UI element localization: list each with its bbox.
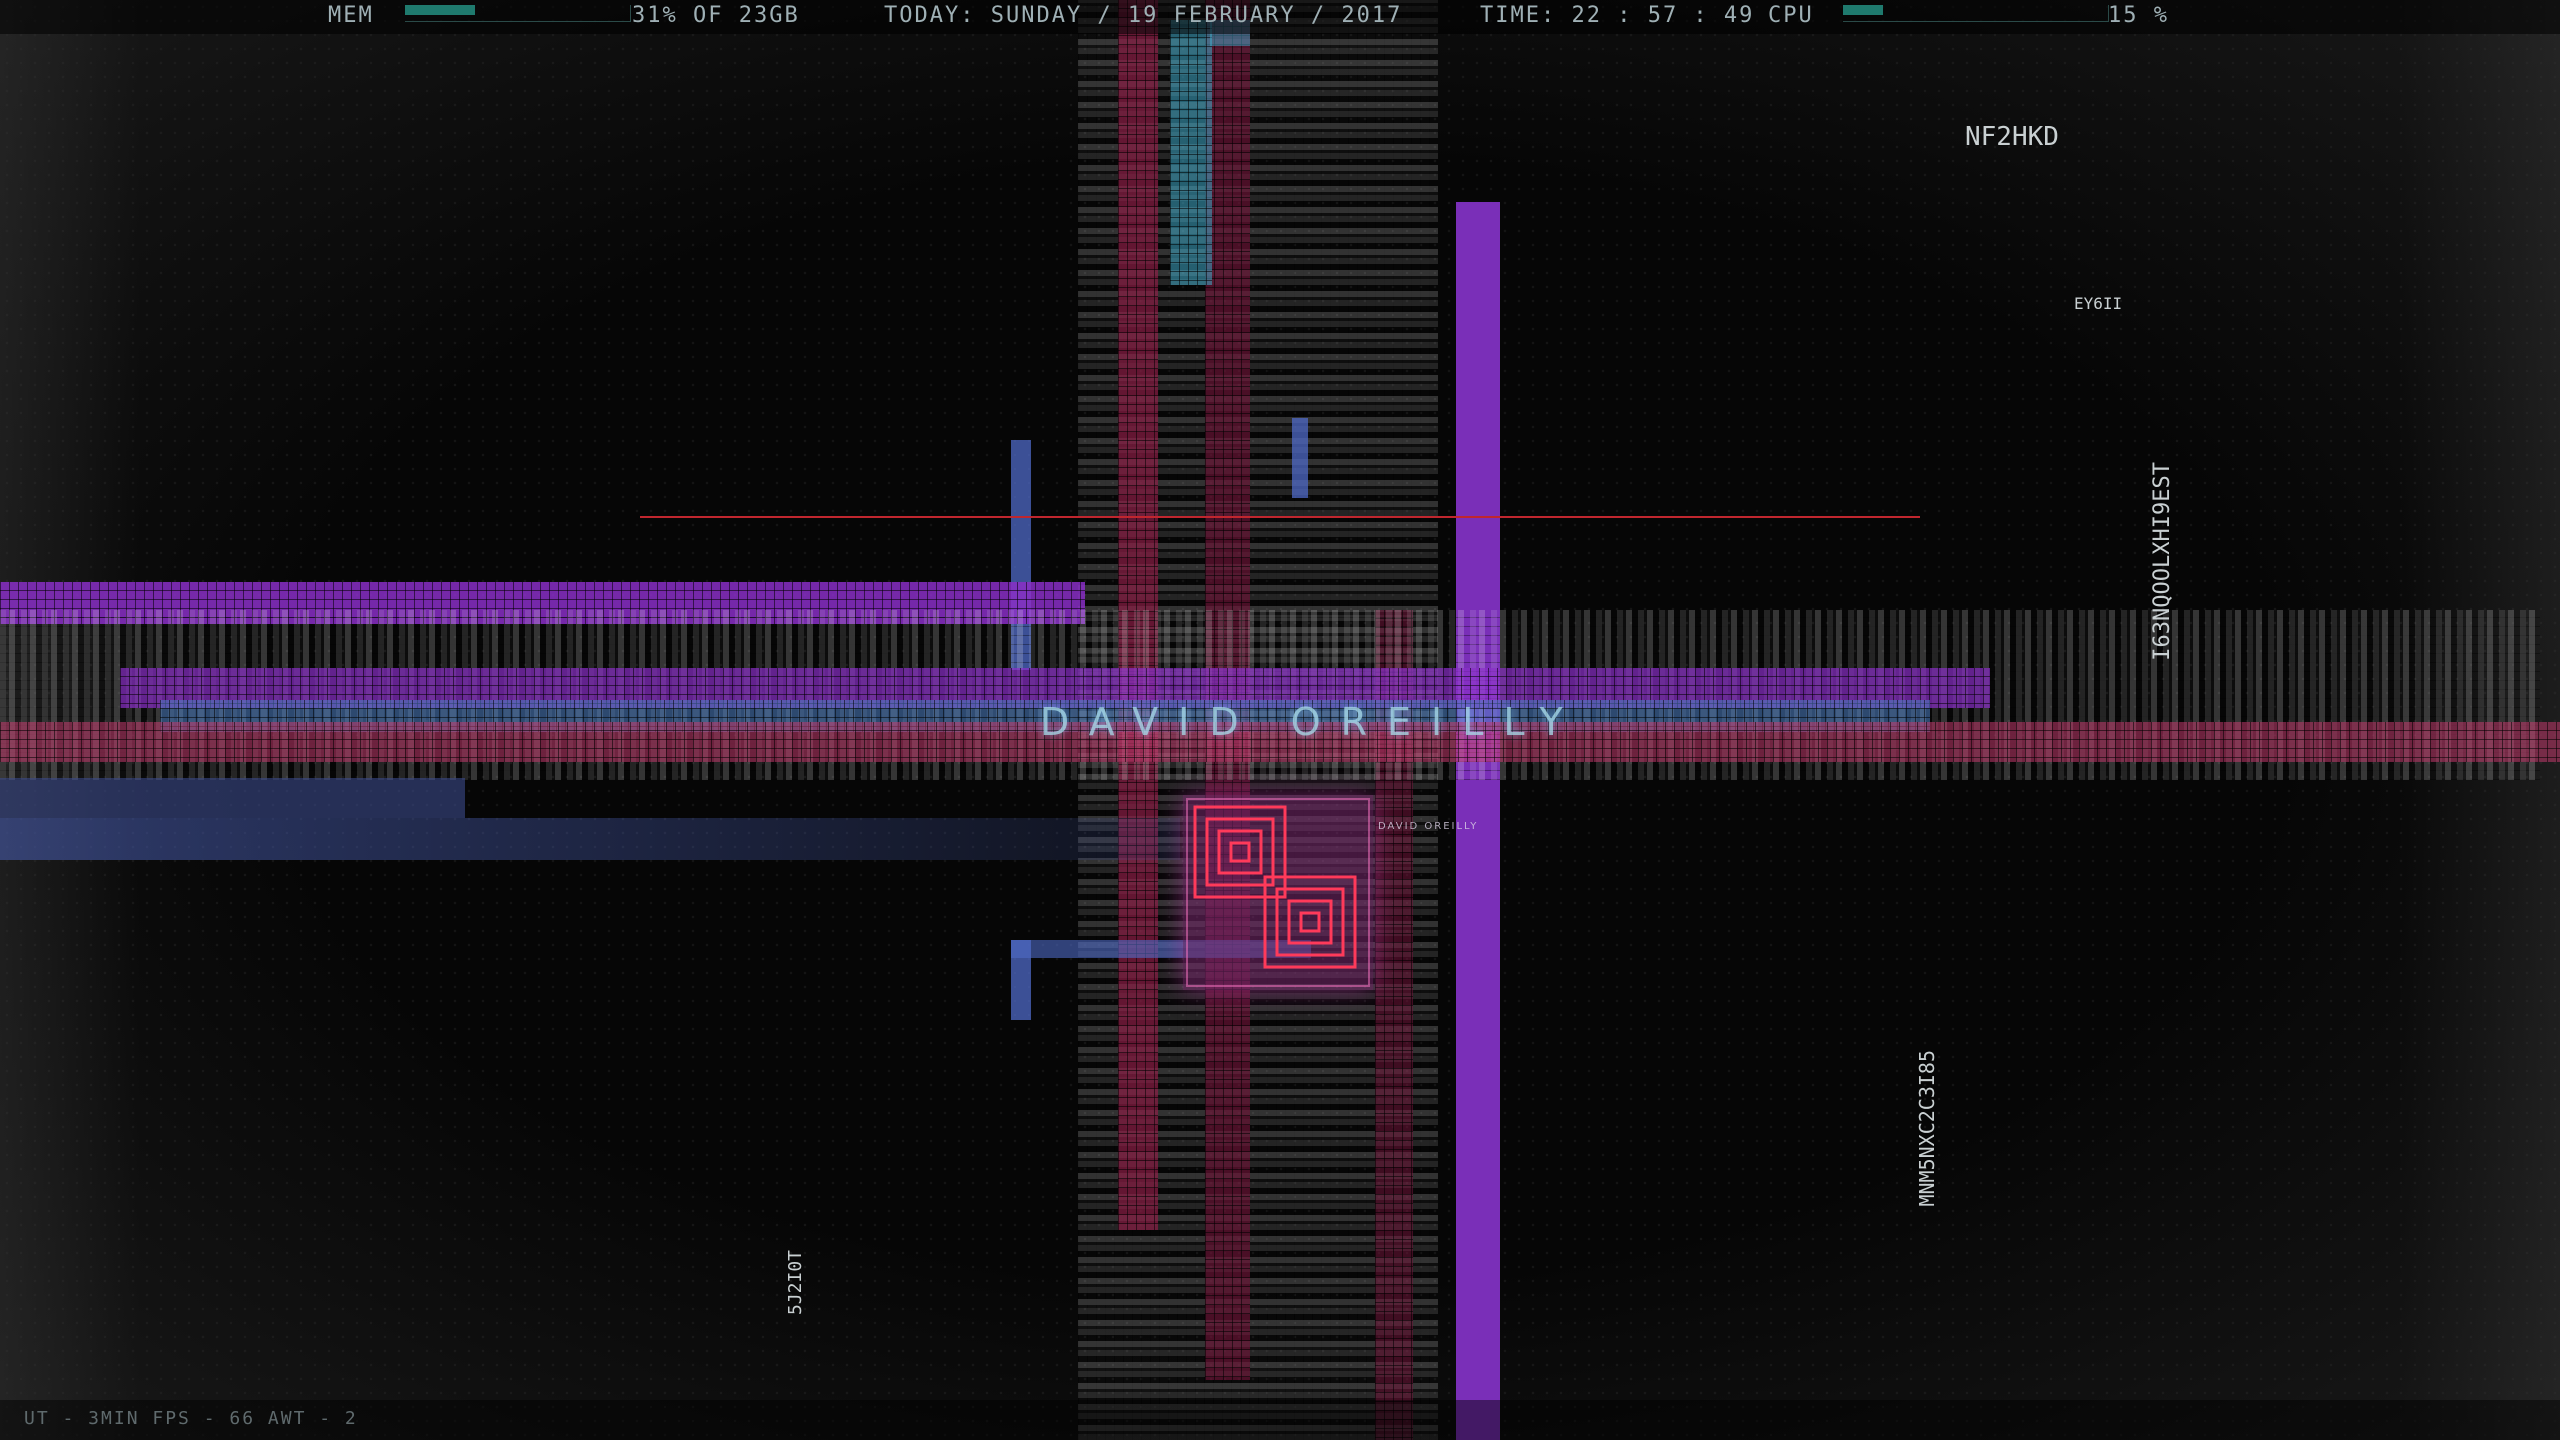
cpu-label: CPU — [1768, 3, 1814, 28]
vignette-right — [2400, 0, 2560, 1440]
vertical-blue-bar-lower — [1011, 940, 1031, 1020]
concentric-squares-icon — [1186, 798, 1370, 987]
mem-usage-text: 31% OF 23GB — [632, 3, 800, 28]
red-scan-line — [640, 516, 1920, 518]
vertical-blue-bar-small — [1292, 418, 1308, 498]
bottom-info-bar: UT - 3MIN FPS - 66 AWT - 2 — [0, 1400, 2560, 1440]
floating-glyph-top-right: NF2HKD — [1965, 122, 2059, 152]
horizontal-purple-band — [0, 582, 1085, 624]
vertical-magenta-strip — [1118, 0, 1158, 1230]
cpu-meter — [1843, 5, 2109, 22]
floating-glyph-vertical-lower: MNM5NXC2C3I85 — [1915, 1050, 1939, 1207]
floating-glyph-small: EY6II — [2074, 294, 2123, 313]
floating-glyph-vertical-right: I63NQOOLXHI9EST — [2150, 462, 2175, 661]
time-text: TIME: 22 : 57 : 49 — [1480, 3, 1755, 28]
bottom-info-text: UT - 3MIN FPS - 66 AWT - 2 — [24, 1408, 358, 1429]
mem-label: MEM — [328, 3, 374, 28]
cpu-meter-fill — [1843, 5, 1883, 15]
horizontal-dark-blue-band — [0, 778, 465, 818]
top-status-bar: MEM 31% OF 23GB TODAY: SUNDAY / 19 FEBRU… — [0, 0, 2560, 34]
logo-square-graphic — [1183, 795, 1373, 990]
date-text: TODAY: SUNDAY / 19 FEBRUARY / 2017 — [884, 3, 1403, 28]
vertical-purple-bar — [1456, 202, 1500, 1440]
floating-glyph-vertical-left: 5J2I0T — [785, 1250, 806, 1316]
horizontal-dark-blue-band-2 — [0, 818, 1180, 860]
vertical-cyan-strip — [1170, 20, 1212, 285]
vignette-left — [0, 0, 140, 1440]
horizontal-magenta-band — [0, 722, 2560, 762]
wallpaper-center-title: DAVID OREILLY — [1040, 700, 1583, 744]
mem-meter — [405, 5, 631, 22]
wallpaper-small-title: DAVID OREILLY — [1378, 821, 1479, 832]
cpu-usage-text: 15 % — [2108, 3, 2169, 28]
mem-meter-fill — [405, 5, 475, 15]
